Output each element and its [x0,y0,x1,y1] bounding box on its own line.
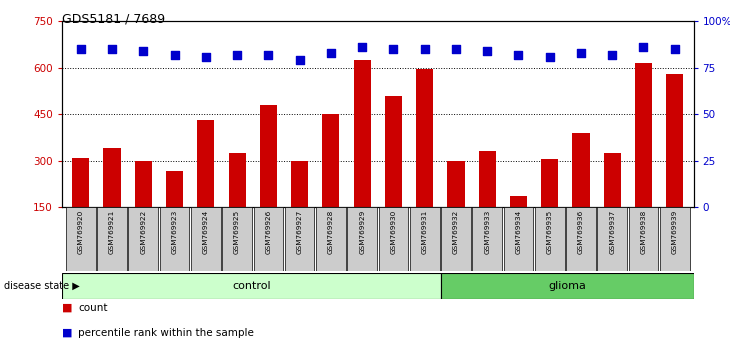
Bar [62,273,441,299]
Text: count: count [78,303,107,313]
Bar [441,207,471,271]
Bar [322,114,339,207]
Bar [104,148,120,207]
Text: GSM769926: GSM769926 [266,210,272,254]
Bar [666,74,683,207]
Bar [441,273,694,299]
Point [607,52,618,57]
Text: disease state ▶: disease state ▶ [4,281,80,291]
Point [293,57,305,63]
Point [544,54,556,59]
Point [388,46,399,52]
Text: GSM769933: GSM769933 [484,210,490,254]
Text: GSM769930: GSM769930 [391,210,396,254]
Point [325,50,337,56]
Point [450,46,462,52]
Point [137,48,149,54]
Bar [160,207,189,271]
Text: GSM769928: GSM769928 [328,210,334,254]
Text: control: control [232,281,271,291]
Bar [572,133,590,207]
Bar [260,105,277,207]
Text: GSM769925: GSM769925 [234,210,240,254]
Bar [66,207,96,271]
Text: GSM769929: GSM769929 [359,210,365,254]
Bar [510,196,527,207]
Point [263,52,274,57]
Bar [253,207,283,271]
Bar [660,207,690,271]
Bar [347,207,377,271]
Text: GSM769934: GSM769934 [515,210,521,254]
Point [169,52,180,57]
Point [512,52,524,57]
Bar [535,207,564,271]
Text: GSM769935: GSM769935 [547,210,553,254]
Point [107,46,118,52]
Point [200,54,212,59]
Text: GSM769936: GSM769936 [578,210,584,254]
Bar [410,207,439,271]
Bar [228,153,246,207]
Text: GSM769938: GSM769938 [640,210,647,254]
Bar [353,60,371,207]
Text: percentile rank within the sample: percentile rank within the sample [78,328,254,338]
Bar [597,207,627,271]
Bar [629,207,658,271]
Bar [472,207,502,271]
Bar [222,207,252,271]
Bar [604,153,620,207]
Text: ■: ■ [62,303,72,313]
Text: GSM769924: GSM769924 [203,210,209,254]
Bar [97,207,127,271]
Point [231,52,243,57]
Bar [379,207,408,271]
Bar [291,161,308,207]
Point [356,45,368,50]
Bar [566,207,596,271]
Text: GSM769927: GSM769927 [296,210,303,254]
Bar [72,158,89,207]
Bar [191,207,220,271]
Point [75,46,87,52]
Point [419,46,431,52]
Bar [316,207,346,271]
Text: glioma: glioma [548,281,586,291]
Bar [541,159,558,207]
Bar [197,120,215,207]
Bar [416,69,434,207]
Text: GSM769920: GSM769920 [78,210,84,254]
Bar [504,207,534,271]
Point [637,45,649,50]
Point [669,46,680,52]
Bar [635,63,652,207]
Bar [166,171,183,207]
Point [575,50,587,56]
Text: GSM769922: GSM769922 [140,210,146,254]
Bar [385,96,402,207]
Text: GDS5181 / 7689: GDS5181 / 7689 [62,12,165,25]
Bar [447,161,464,207]
Bar [135,161,152,207]
Text: GSM769937: GSM769937 [610,210,615,254]
Bar [479,152,496,207]
Bar [285,207,315,271]
Text: GSM769923: GSM769923 [172,210,177,254]
Text: GSM769931: GSM769931 [422,210,428,254]
Text: ■: ■ [62,328,72,338]
Text: GSM769939: GSM769939 [672,210,677,254]
Point [481,48,493,54]
Text: GSM769921: GSM769921 [109,210,115,254]
Bar [128,207,158,271]
Text: GSM769932: GSM769932 [453,210,459,254]
